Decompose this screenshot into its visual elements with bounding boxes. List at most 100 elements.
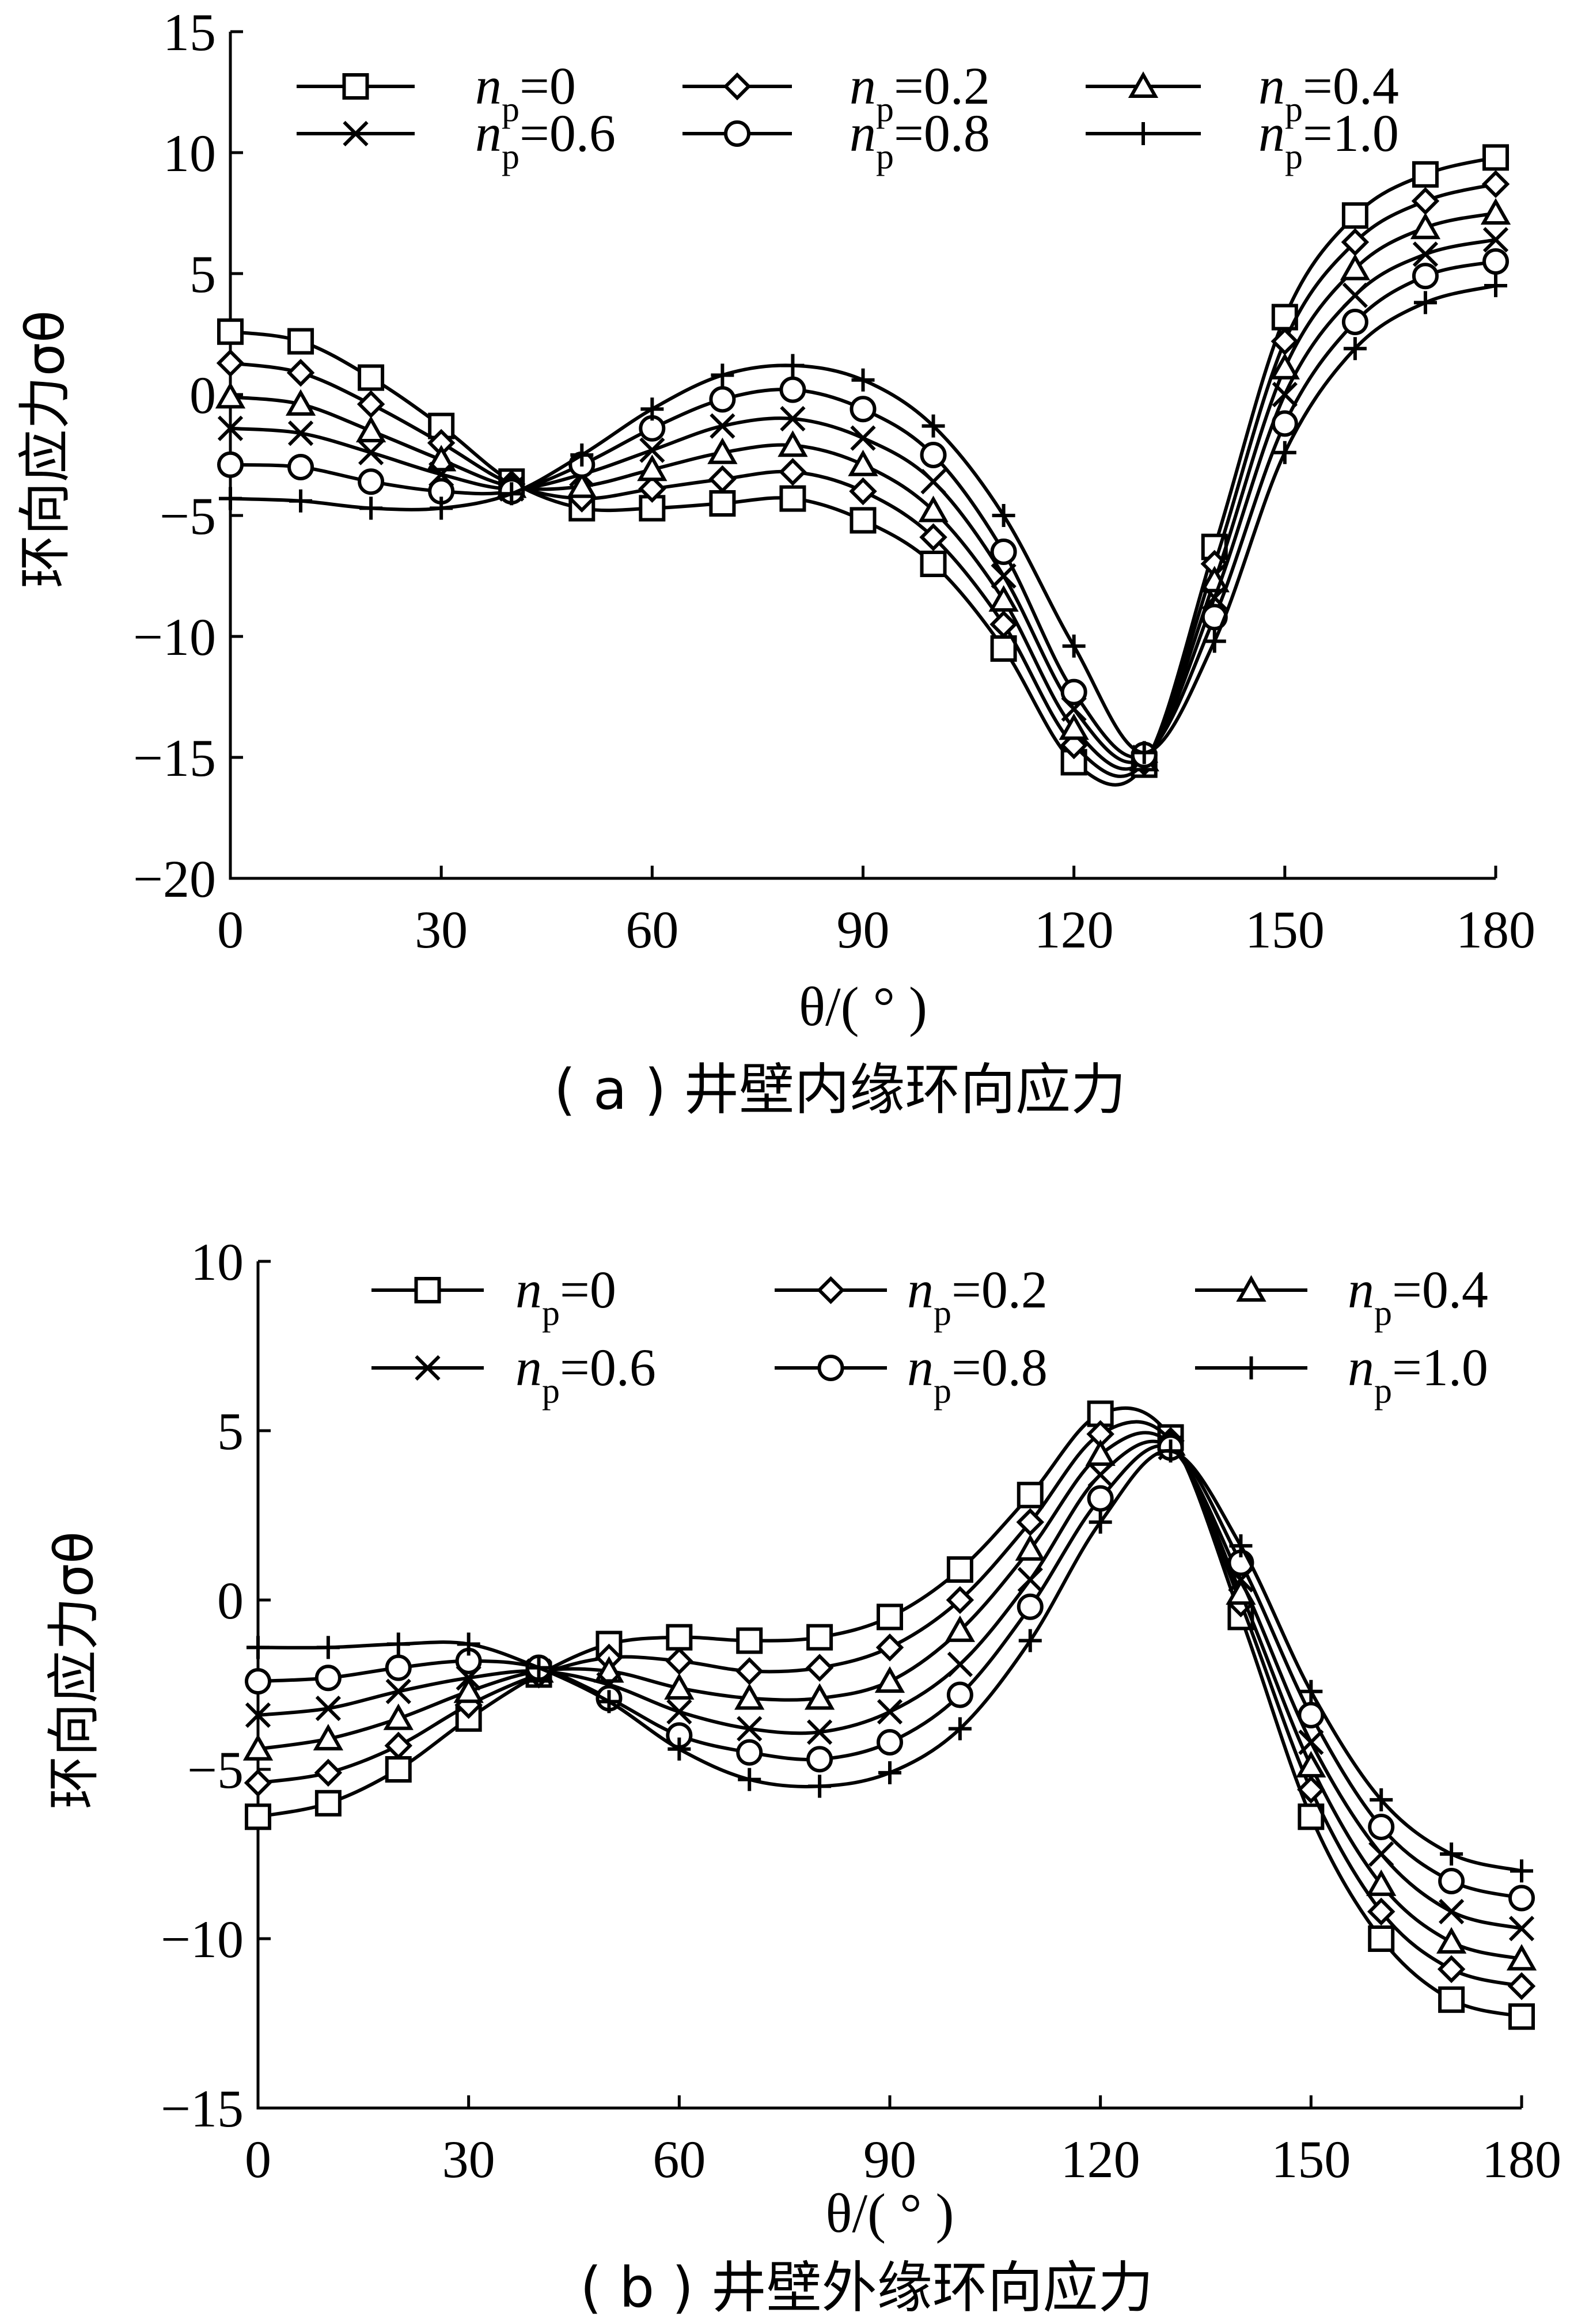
data-point — [1085, 1439, 1116, 1466]
data-point — [242, 1734, 274, 1761]
data-point — [358, 439, 384, 465]
data-point — [1508, 2003, 1535, 2030]
data-point — [919, 523, 947, 552]
data-point — [1438, 1898, 1465, 1925]
legend-entry: np=0.6 — [297, 104, 616, 176]
data-point — [1340, 253, 1371, 280]
x-tick-label: 0 — [217, 900, 244, 959]
data-point — [428, 412, 455, 439]
data-point — [430, 496, 453, 520]
y-tick-label: −10 — [133, 608, 216, 666]
data-point — [734, 1683, 765, 1710]
legend-marker — [342, 73, 369, 100]
data-point — [1132, 741, 1156, 764]
y-tick-label: −10 — [161, 1910, 244, 1969]
data-point — [781, 354, 805, 377]
data-point — [1411, 187, 1440, 215]
data-point — [594, 1656, 624, 1683]
legend-label: np=0.4 — [1258, 56, 1399, 129]
x-tick-label: 180 — [1456, 900, 1535, 959]
data-point — [1410, 213, 1441, 240]
legend-marker — [415, 1355, 441, 1381]
data-point — [1370, 1788, 1393, 1811]
legend-entry: np=0.2 — [682, 56, 990, 129]
series-line — [257, 1431, 1522, 1961]
data-point — [314, 1758, 343, 1787]
data-point — [1018, 1629, 1042, 1652]
legend-entry: np=0.8 — [775, 1338, 1048, 1411]
legend-marker — [723, 72, 752, 101]
data-point — [664, 1673, 695, 1700]
data-point — [779, 458, 807, 486]
legend-entry: np=0 — [371, 1260, 616, 1333]
legend-marker — [1239, 1356, 1263, 1379]
data-point — [668, 1737, 691, 1761]
legend-label: np=0.2 — [850, 56, 990, 129]
y-tick-label: −15 — [133, 729, 216, 787]
data-point — [287, 454, 314, 480]
series-np=0.8 — [245, 1434, 1535, 1912]
data-point — [1089, 1510, 1112, 1534]
data-point — [1507, 1972, 1536, 2000]
y-tick-label: 0 — [189, 366, 216, 424]
legend-label: np=0 — [515, 1260, 616, 1333]
data-point — [877, 1728, 903, 1756]
data-point — [426, 445, 457, 472]
data-point — [1299, 1680, 1323, 1703]
data-point — [359, 496, 383, 520]
data-point — [287, 420, 314, 446]
data-point — [287, 328, 314, 355]
data-point — [947, 1651, 973, 1677]
data-point — [780, 405, 806, 432]
y-tick-label: 5 — [189, 245, 216, 304]
data-point — [1368, 1925, 1395, 1952]
data-point — [245, 1702, 271, 1728]
data-point — [988, 585, 1019, 612]
x-tick-label: 30 — [442, 2130, 495, 2189]
data-point — [637, 454, 668, 482]
panel-caption: ( b ) 井壁外缘环向应力 — [580, 2255, 1153, 2320]
data-point — [778, 430, 808, 457]
data-point — [1016, 1508, 1045, 1537]
data-point — [1438, 1868, 1465, 1895]
legend-entry: np=0.6 — [371, 1338, 656, 1411]
data-point — [992, 504, 1015, 527]
data-point — [217, 415, 244, 441]
data-point — [384, 1731, 413, 1760]
data-point — [848, 449, 878, 476]
data-point — [215, 382, 246, 409]
data-point — [920, 442, 947, 468]
data-point — [1297, 1776, 1325, 1804]
data-point — [247, 1636, 270, 1659]
data-point — [1368, 1813, 1395, 1840]
data-point — [736, 1739, 763, 1766]
x-tick-label: 180 — [1482, 2130, 1561, 2189]
series-np=0.6 — [245, 1435, 1535, 1942]
data-point — [1436, 1927, 1467, 1954]
y-axis-title: 环向应力σθ — [14, 310, 76, 589]
data-point — [666, 1624, 693, 1651]
data-point — [386, 1632, 410, 1656]
data-point — [665, 1647, 693, 1675]
series-np=0.4 — [242, 1429, 1537, 1971]
legend-entry: np=0.4 — [1195, 1260, 1488, 1333]
data-point — [1367, 1897, 1395, 1926]
data-point — [385, 1678, 411, 1704]
data-point — [527, 1656, 551, 1680]
legend-label: np=1.0 — [1348, 1338, 1488, 1411]
data-point — [1341, 309, 1368, 335]
data-point — [808, 1775, 832, 1798]
data-point — [1017, 1481, 1044, 1508]
data-point — [1412, 263, 1439, 290]
x-tick-label: 120 — [1061, 2130, 1140, 2189]
data-point — [779, 376, 806, 403]
data-point — [946, 1556, 973, 1583]
data-point — [708, 465, 737, 494]
data-point — [1368, 1841, 1394, 1867]
data-point — [1343, 337, 1367, 361]
series-np=0.2 — [216, 170, 1510, 778]
data-point — [1015, 1534, 1045, 1561]
series-np=1.0 — [219, 274, 1507, 764]
